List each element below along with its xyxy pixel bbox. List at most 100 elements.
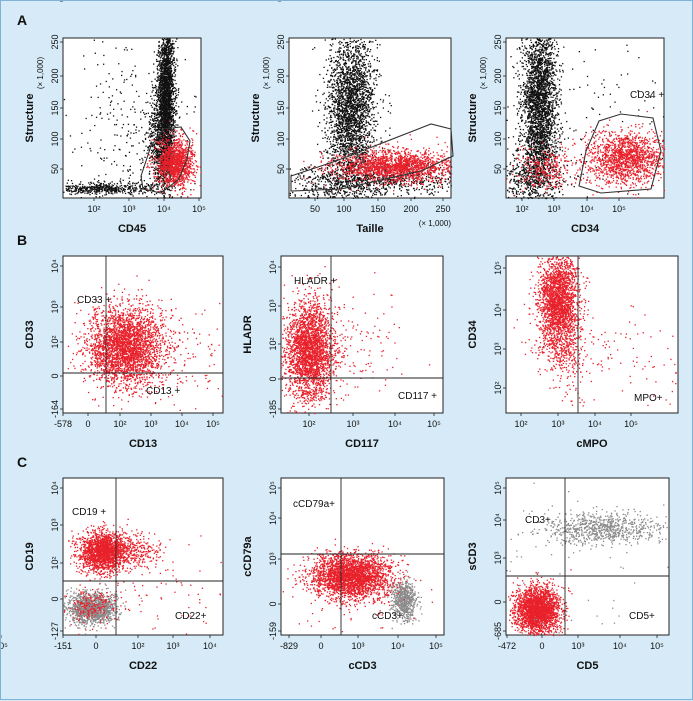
y-tick-label: 10⁵ (48, 1, 62, 3)
x-tick-label: 10⁴ (580, 204, 594, 214)
x-tick-label: 0 (318, 641, 323, 651)
x-tick-label: 10⁴ (203, 641, 217, 651)
x-axis-title: CD13 (129, 438, 157, 450)
quadrant-label: cCD79a+ (293, 499, 335, 510)
y-tick-label: 200 (50, 68, 60, 83)
quadrant-label: CD117 + (398, 391, 437, 402)
y-tick-label: 0 (268, 601, 278, 606)
quadrant-label: HLADR + (294, 276, 337, 287)
plot-area (506, 256, 678, 413)
y-axis-title: HLADR (242, 315, 254, 354)
y-tick-label: 0 (268, 376, 278, 381)
x-tick-label: 10⁵ (206, 419, 220, 429)
x-tick-label: 0 (539, 641, 544, 651)
y-multiplier: (× 1,000) (262, 57, 271, 90)
panel-label-a: A (17, 12, 27, 28)
x-tick-label: 50 (310, 204, 320, 214)
y-tick-label: 0 (493, 599, 503, 604)
y-axis-title: cCD79a (242, 535, 254, 576)
quadrant-label: CD22+ (175, 611, 207, 622)
y-tick-label: 0 (50, 596, 60, 601)
y-tick-label: 50 (493, 164, 503, 174)
y-tick-label: 10⁴ (493, 513, 503, 527)
x-axis-title: CD45 (118, 223, 146, 235)
x-tick-label: 10³ (571, 641, 584, 651)
x-tick-label: 10⁵ (427, 419, 441, 429)
y-axis-title: Structure (24, 94, 36, 143)
y-tick-label: -164 (50, 400, 60, 418)
y-axis-title: Structure (250, 94, 262, 143)
y-tick-label: -159 (268, 622, 278, 640)
y-tick-label: -185 (268, 400, 278, 418)
x-tick-label: 0 (93, 641, 98, 651)
y-multiplier: (× 1,000) (479, 57, 488, 90)
y-tick-label: 10⁴ (50, 481, 60, 495)
y-tick-label: 10⁵ (493, 261, 503, 275)
y-tick-label: 150 (493, 100, 503, 115)
x-tick-label: 10³ (122, 204, 135, 214)
x-tick-label: 10² (302, 419, 315, 429)
y-tick-label: 10⁵ (268, 481, 278, 495)
quadrant-label: CD5+ (629, 611, 655, 622)
y-tick-label: 10³ (50, 300, 60, 313)
x-tick-label: 10⁴ (613, 641, 627, 651)
x-axis-title: cCD3 (348, 660, 376, 672)
x-tick-label: 10⁴ (391, 641, 405, 651)
x-axis-title: cMPO (576, 438, 608, 450)
y-axis-title: Structure (467, 94, 479, 143)
y-tick-label: 250 (493, 34, 503, 49)
y-tick-label: 10³ (268, 552, 278, 565)
x-tick-label: 10⁴ (175, 419, 189, 429)
quadrant-label: CD33 + (77, 295, 111, 306)
y-tick-label: 200 (276, 68, 286, 83)
y-tick-label: 10⁴ (268, 260, 278, 274)
x-tick-label: 0 (85, 419, 90, 429)
x-axis-title: Taille (356, 223, 383, 235)
x-tick-label: 10³ (166, 641, 179, 651)
plot-layer: ABC5010015020025010²10³10⁴10⁵CD45Structu… (1, 1, 693, 701)
y-tick-label: 250 (50, 34, 60, 49)
y-tick-label: 100 (493, 131, 503, 146)
x-tick-label: 10² (131, 641, 144, 651)
y-tick-label: 10² (268, 337, 278, 350)
x-tick-label: 10⁴ (157, 204, 171, 214)
x-tick-label: 10³ (351, 641, 364, 651)
x-tick-label: 10⁴ (388, 419, 402, 429)
y-tick-label: -127 (50, 622, 60, 640)
x-tick-label: 10² (113, 419, 126, 429)
x-tick-label: 10⁴ (588, 419, 602, 429)
quadrant-label: cCD3+ (372, 611, 403, 622)
x-axis-title: CD22 (129, 660, 157, 672)
x-tick-label: -829 (280, 641, 298, 651)
y-axis-title: sCD3 (467, 542, 479, 570)
y-tick-label: -685 (493, 622, 503, 640)
x-tick-label: 10² (514, 419, 527, 429)
quadrant-label: MPO+ (634, 393, 663, 404)
y-axis-title: CD19 (24, 542, 36, 570)
y-tick-label: 200 (493, 68, 503, 83)
y-tick-label: 50 (276, 164, 286, 174)
y-tick-label: 10² (50, 556, 60, 569)
flow-cytometry-figure: ABC5010015020025010²10³10⁴10⁵CD45Structu… (0, 0, 693, 700)
x-tick-label: 10⁵ (1, 641, 8, 651)
panel-label-b: B (17, 232, 27, 248)
x-tick-label: 10³ (547, 204, 560, 214)
quadrant-label: CD3+ (525, 515, 551, 526)
x-tick-label: 200 (403, 204, 418, 214)
x-tick-label: 10⁵ (612, 204, 626, 214)
y-tick-label: 10⁵ (266, 1, 280, 3)
x-tick-label: 10⁵ (624, 419, 638, 429)
y-tick-label: 0 (50, 373, 60, 378)
gate-label: CD34 + (630, 90, 664, 101)
y-axis-title: CD33 (24, 320, 36, 348)
y-tick-label: 10⁴ (493, 303, 503, 317)
y-tick-label: 10² (50, 335, 60, 348)
x-tick-label: 10² (515, 204, 528, 214)
y-tick-label: 10² (493, 381, 503, 394)
